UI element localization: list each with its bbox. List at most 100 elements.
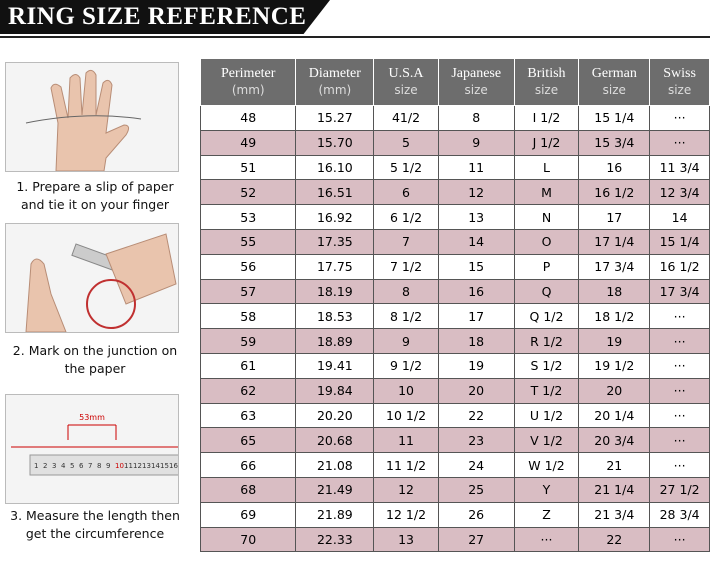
column-unit: size xyxy=(464,83,488,97)
table-cell: ··· xyxy=(649,352,710,379)
column-header: Swiss size xyxy=(649,58,710,106)
size-table: Perimeter (mm) Diameter (mm) U.S.A size Japane… xyxy=(199,58,710,553)
column-title: Diameter xyxy=(308,66,361,81)
table-cell: 52 xyxy=(199,179,297,206)
table-cell: ··· xyxy=(649,377,710,404)
table-cell: 20 xyxy=(578,377,651,404)
table-cell: Z xyxy=(513,501,580,528)
table-row: 53 16.92 6 1/2 13 N 17 14 xyxy=(199,204,710,230)
table-cell: 8 xyxy=(437,105,515,131)
ruler-image: 53mm 1 2 3 4 5 6 7 8 9 10 11 12 13 14 15 16 xyxy=(5,394,179,504)
table-cell: 19 1/2 xyxy=(578,352,651,379)
table-cell: 5 1/2 xyxy=(373,154,439,181)
table-cell: 11 xyxy=(373,427,439,454)
column-unit: size xyxy=(667,83,692,97)
table-cell: I 1/2 xyxy=(513,105,580,131)
table-row: 61 19.41 9 1/2 19 S 1/2 19 1/2 ··· xyxy=(199,352,710,379)
table-cell: M xyxy=(513,179,580,206)
table-row: 49 15.70 5 9 J 1/2 15 3/4 ··· xyxy=(199,129,710,156)
title: RING SIZE REFERENCE xyxy=(8,3,307,30)
table-cell: 12 xyxy=(373,476,439,503)
table-cell: 20 3/4 xyxy=(578,427,651,454)
table-cell: 11 xyxy=(437,154,515,181)
table-cell: 18.89 xyxy=(295,328,375,354)
column-unit: (mm) xyxy=(231,83,265,97)
column-header: German size xyxy=(578,58,651,106)
caption-line: get the circumference xyxy=(25,526,165,541)
table-cell: P xyxy=(513,253,580,280)
table-cell: ··· xyxy=(513,526,580,553)
table-row: 59 18.89 9 18 R 1/2 19 ··· xyxy=(199,328,710,354)
table-cell: ··· xyxy=(649,402,710,429)
table-cell: 11 3/4 xyxy=(649,154,710,181)
table-cell: 7 xyxy=(373,228,439,255)
table-cell: 16 1/2 xyxy=(649,253,710,280)
table-cell: 55 xyxy=(199,228,297,255)
table-row: 52 16.51 6 12 M 16 1/2 12 3/4 xyxy=(199,179,710,206)
table-cell: 15 1/4 xyxy=(649,228,710,255)
table-cell: 16 xyxy=(437,278,515,305)
table-cell: Y xyxy=(513,476,580,503)
table-cell: 21.49 xyxy=(295,476,375,503)
mark-image xyxy=(5,223,179,333)
table-cell: 25 xyxy=(437,476,515,503)
table-cell: 19.84 xyxy=(295,377,375,404)
ruler-number: 13 xyxy=(142,462,151,470)
column-header: U.S.A size xyxy=(373,58,439,106)
table-cell: S 1/2 xyxy=(513,352,580,379)
table-cell: 58 xyxy=(199,303,297,330)
table-cell: 15.70 xyxy=(295,129,375,156)
title-banner xyxy=(0,0,330,34)
table-cell: 18.53 xyxy=(295,303,375,330)
table-cell: 27 xyxy=(437,526,515,553)
table-cell: 10 xyxy=(373,377,439,404)
caption-line: and tie it on your finger xyxy=(20,197,170,212)
table-cell: 6 xyxy=(373,179,439,206)
ruler-number: 4 xyxy=(61,462,66,470)
table-cell: 21 1/4 xyxy=(578,476,651,503)
table-cell: 16.51 xyxy=(295,179,375,206)
table-row: 66 21.08 11 1/2 24 W 1/2 21 ··· xyxy=(199,452,710,478)
table-cell: 26 xyxy=(437,501,515,528)
table-cell: 15 xyxy=(437,253,515,280)
table-cell: ··· xyxy=(649,328,710,354)
table-cell: ··· xyxy=(649,427,710,454)
table-row: 55 17.35 7 14 O 17 1/4 15 1/4 xyxy=(199,228,710,255)
table-cell: 24 xyxy=(437,452,515,478)
ruler-label: 53mm xyxy=(79,413,105,422)
table-cell: 21 xyxy=(578,452,651,478)
table-cell: 9 xyxy=(373,328,439,354)
column-title: Japanese xyxy=(451,66,502,81)
column-header: Perimeter (mm) xyxy=(199,58,297,106)
table-cell: ··· xyxy=(649,452,710,478)
table-cell: 20 1/4 xyxy=(578,402,651,429)
table-cell: 13 xyxy=(373,526,439,553)
ruler-number: 1 xyxy=(34,462,38,470)
ruler-number: 7 xyxy=(88,462,92,470)
column-unit: size xyxy=(534,83,559,97)
table-cell: 48 xyxy=(199,105,297,131)
ruler-number: 12 xyxy=(133,462,142,470)
table-cell: 19.41 xyxy=(295,352,375,379)
table-cell: 17 3/4 xyxy=(649,278,710,305)
table-cell: 57 xyxy=(199,278,297,305)
table-cell: ··· xyxy=(649,526,710,553)
table-cell: R 1/2 xyxy=(513,328,580,354)
column-title: German xyxy=(591,66,637,81)
table-cell: 17 3/4 xyxy=(578,253,651,280)
ruler-number: 11 xyxy=(124,462,133,470)
table-cell: 11 1/2 xyxy=(373,452,439,478)
table-cell: 14 xyxy=(649,204,710,230)
table-row: 63 20.20 10 1/2 22 U 1/2 20 1/4 ··· xyxy=(199,402,710,429)
table-cell: 21 3/4 xyxy=(578,501,651,528)
table-row: 51 16.10 5 1/2 11 L 16 11 3/4 xyxy=(199,154,710,181)
table-cell: 12 1/2 xyxy=(373,501,439,528)
step-caption: 1. Prepare a slip of paper and tie it on … xyxy=(0,178,190,214)
table-cell: 5 xyxy=(373,129,439,156)
table-cell: 17.75 xyxy=(295,253,375,280)
table-cell: 27 1/2 xyxy=(649,476,710,503)
table-cell: J 1/2 xyxy=(513,129,580,156)
table-cell: 14 xyxy=(437,228,515,255)
table-cell: 20 xyxy=(437,377,515,404)
